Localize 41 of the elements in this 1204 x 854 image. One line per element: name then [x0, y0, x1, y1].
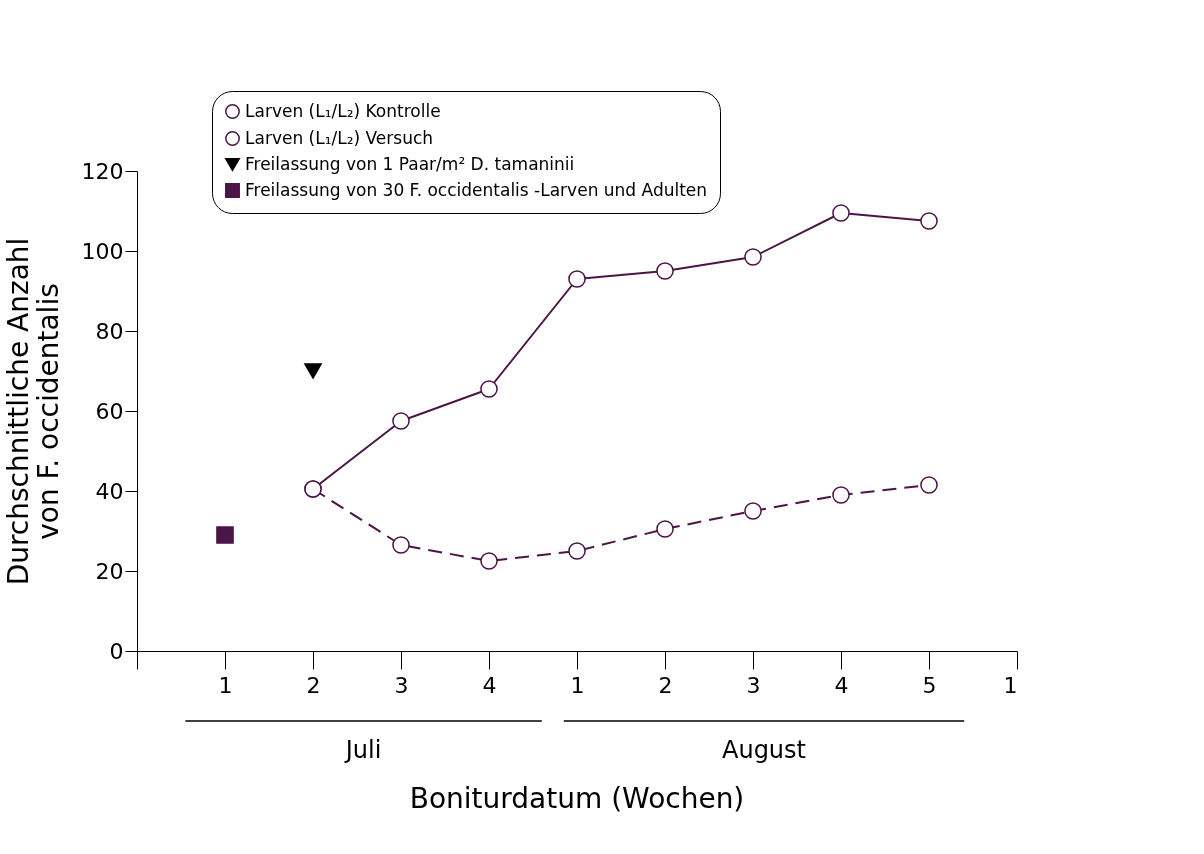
point [744, 248, 762, 266]
x-tick-label: 2 [306, 672, 321, 698]
x-tick-label: 4 [834, 672, 849, 698]
x-tick-label: 1 [570, 672, 585, 698]
point [568, 270, 586, 288]
x-axis-title: Boniturdatum (Wochen) [409, 782, 745, 815]
y-tick-label: 20 [95, 558, 124, 584]
point [656, 262, 674, 280]
y-tick-label: 60 [95, 398, 124, 424]
y-tick-label: 0 [109, 638, 124, 664]
x-tick-label: 2 [658, 672, 673, 698]
y-axis-title: Durchschnittliche Anzahl von F. occidentalis [1, 237, 65, 586]
point [480, 552, 498, 570]
point [832, 486, 850, 504]
point [568, 542, 586, 560]
point [920, 476, 938, 494]
point [480, 380, 498, 398]
point [304, 363, 322, 379]
x-tick-label: 4 [482, 672, 497, 698]
x-tick-label: 1 [218, 672, 233, 698]
y-tick-label: 120 [81, 158, 124, 184]
x-tick-label: 3 [746, 672, 761, 698]
x-tick-label: 3 [394, 672, 409, 698]
point [216, 526, 234, 544]
point [392, 412, 410, 430]
text: Juli [343, 736, 382, 764]
y-tick-label: 80 [95, 318, 124, 344]
legend-label: Freilassung von 30 F. occidentalis -Larven und Adulten [245, 179, 708, 200]
text: August [722, 736, 806, 764]
point [744, 502, 762, 520]
legend-label: Freilassung von 1 Paar/m² D. tamaninii [245, 153, 575, 174]
legend-label: Larven (L₁/L₂) Kontrolle [245, 100, 441, 121]
point [392, 536, 410, 554]
point [832, 204, 850, 222]
x-tick-label: 1 [1003, 672, 1018, 698]
point [656, 520, 674, 538]
x-tick-label: 5 [922, 672, 937, 698]
legend-label: Larven (L₁/L₂) Versuch [245, 127, 434, 148]
point [920, 212, 938, 230]
y-tick-label: 100 [81, 238, 124, 264]
y-tick-label: 40 [95, 478, 124, 504]
